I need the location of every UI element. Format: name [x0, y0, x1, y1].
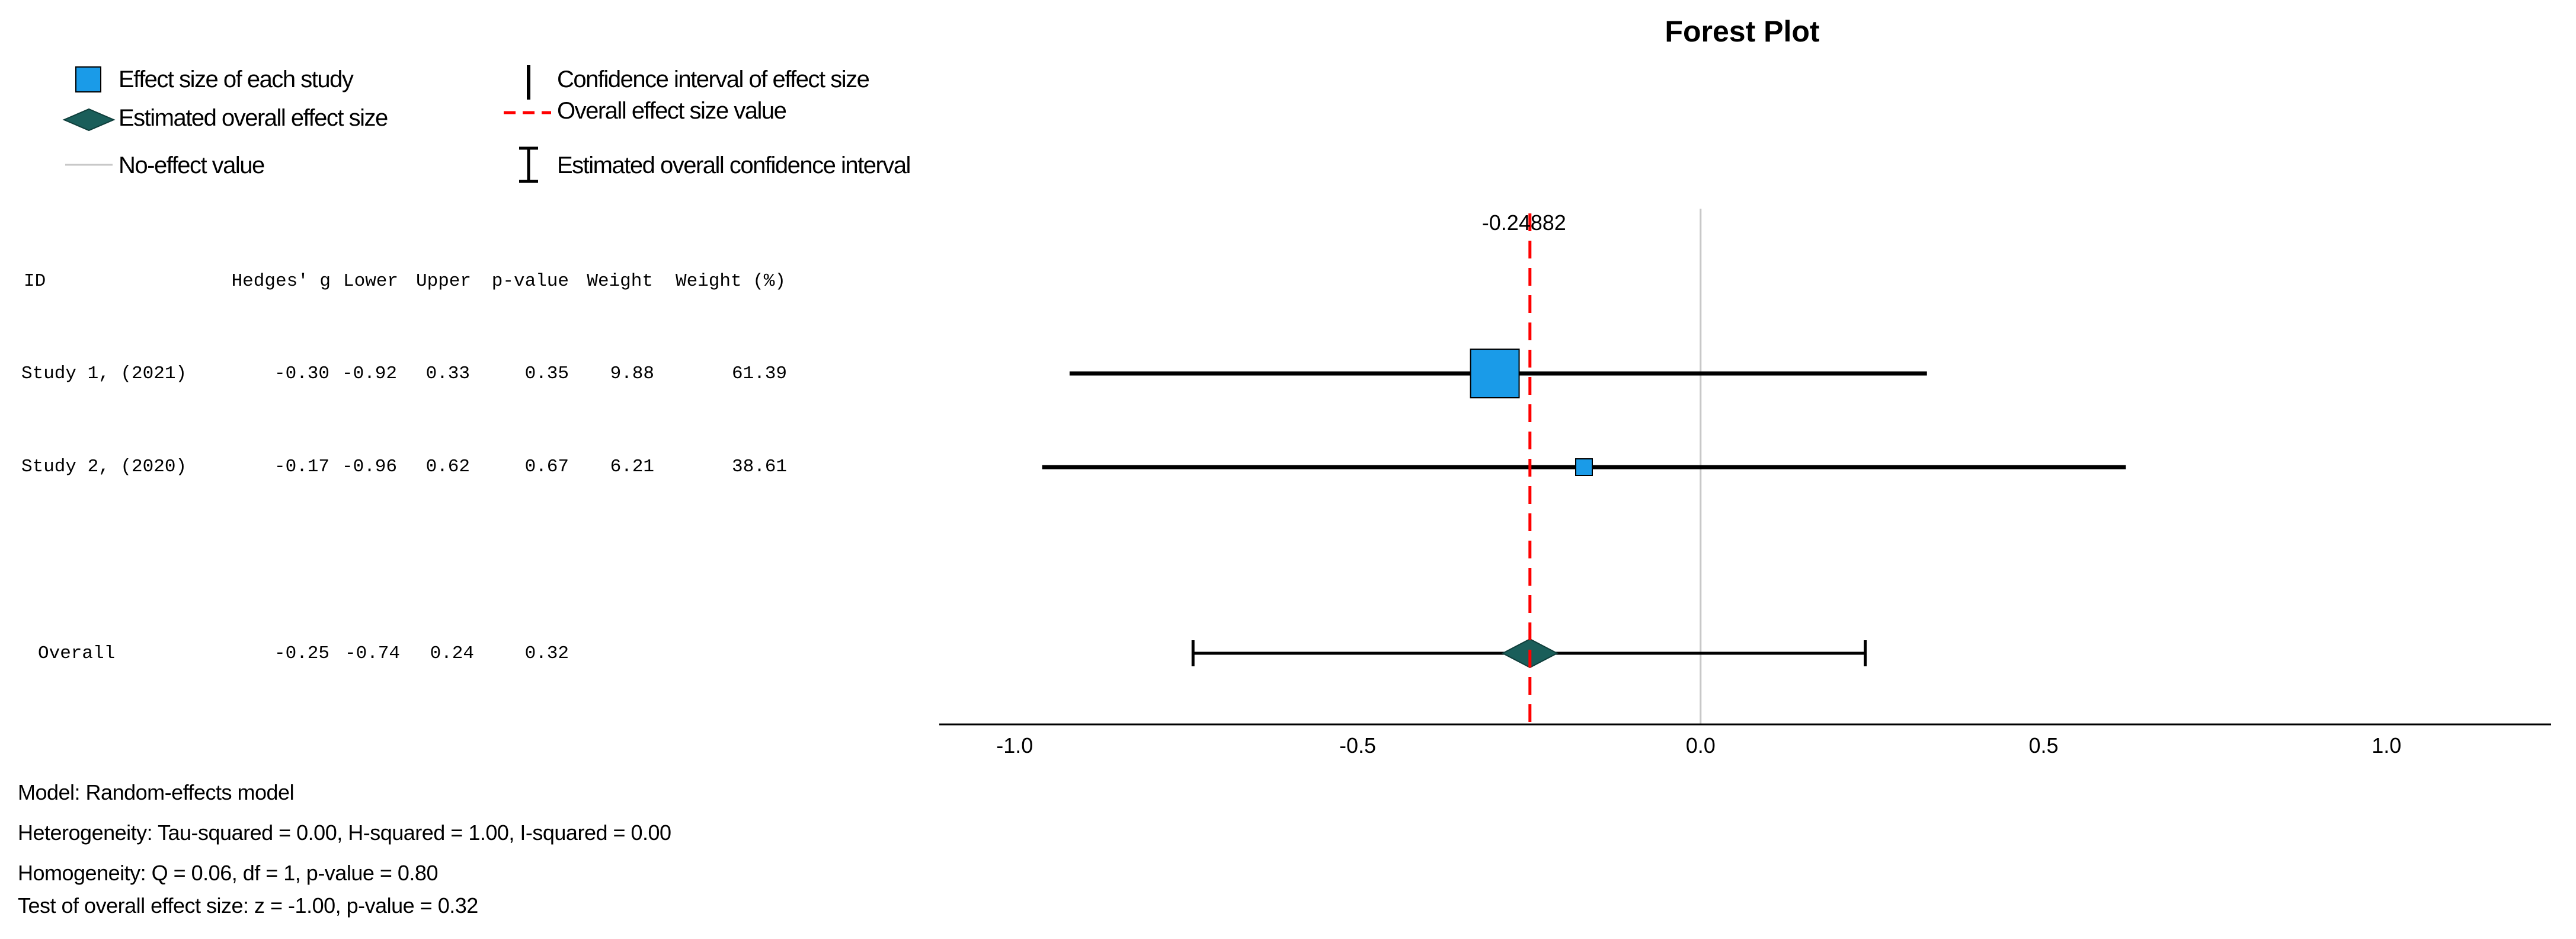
study-2-id: Study 2, (2020) [21, 456, 187, 477]
study-2-upper: 0.62 [426, 456, 470, 477]
legend-diamond-swatch [62, 108, 116, 132]
table-row: Overall -0.25 -0.74 0.24 0.32 [38, 643, 569, 664]
study-1-g: -0.30 [274, 363, 329, 384]
col-header-hedges-g: Hedges' g [232, 271, 331, 292]
table-row: Study 1, (2021) -0.30 -0.92 0.33 0.35 9.… [21, 363, 787, 384]
chart-title: Forest Plot [1665, 15, 1819, 48]
study-effect-box [1470, 349, 1520, 398]
overall-g: -0.25 [274, 643, 329, 664]
study-1-weight-pct: 61.39 [732, 363, 787, 384]
study-2-weight-pct: 38.61 [732, 456, 787, 477]
legend-label-overall-ci: Estimated overall confidence interval [557, 152, 910, 178]
col-header-p-value: p-value [492, 271, 569, 292]
model-summary: Model: Random-effects model Heterogeneit… [18, 780, 671, 918]
study-1-id: Study 1, (2021) [21, 363, 187, 384]
col-header-upper: Upper [416, 271, 471, 292]
x-tick-label: 1.0 [2372, 733, 2401, 758]
study-1-upper: 0.33 [426, 363, 470, 384]
footer-overall-test: Test of overall effect size: z = -1.00, … [18, 893, 478, 918]
x-tick-label: -1.0 [996, 733, 1033, 758]
footer-heterogeneity: Heterogeneity: Tau-squared = 0.00, H-squ… [18, 820, 671, 845]
overall-id: Overall [38, 643, 115, 664]
footer-homogeneity: Homogeneity: Q = 0.06, df = 1, p-value =… [18, 861, 438, 885]
table-header: ID Hedges' g Lower Upper p-value Weight … [24, 271, 786, 292]
study-1-weight: 9.88 [610, 363, 654, 384]
overall-p: 0.32 [525, 643, 569, 664]
col-header-weight: Weight [587, 271, 653, 292]
legend-label-no-effect: No-effect value [119, 152, 264, 178]
legend-label-overall-effect-size: Estimated overall effect size [119, 105, 388, 131]
study-1-p: 0.35 [525, 363, 569, 384]
legend-label-overall-value: Overall effect size value [557, 98, 786, 124]
x-tick-label: 0.0 [1686, 733, 1716, 758]
legend-study-box-swatch [75, 66, 101, 92]
study-effect-box [1575, 458, 1593, 476]
table-row: Study 2, (2020) -0.17 -0.96 0.62 0.67 6.… [21, 456, 787, 477]
legend: Effect size of each study Estimated over… [62, 65, 911, 183]
study-2-g: -0.17 [274, 456, 329, 477]
study-2-lower: -0.96 [342, 456, 397, 477]
study-1-lower: -0.92 [342, 363, 397, 384]
study-2-weight: 6.21 [610, 456, 654, 477]
footer-model: Model: Random-effects model [18, 780, 294, 804]
legend-label-ci-effect-size: Confidence interval of effect size [557, 66, 869, 92]
overall-upper: 0.24 [430, 643, 474, 664]
legend-overall-ci-swatch [519, 146, 538, 183]
overall-effect-label: -0.24882 [1482, 210, 1566, 235]
study-table: ID Hedges' g Lower Upper p-value Weight … [21, 271, 787, 664]
col-header-lower: Lower [343, 271, 398, 292]
overall-lower: -0.74 [345, 643, 400, 664]
legend-label-effect-size-study: Effect size of each study [119, 66, 354, 92]
plot-area: -1.0 -0.5 0.0 0.5 1.0 -0.24882 [939, 209, 2551, 758]
col-header-weight-pct: Weight (%) [676, 271, 786, 292]
x-tick-label: -0.5 [1339, 733, 1376, 758]
x-tick-label: 0.5 [2028, 733, 2058, 758]
study-2-p: 0.67 [525, 456, 569, 477]
col-header-id: ID [24, 271, 46, 292]
